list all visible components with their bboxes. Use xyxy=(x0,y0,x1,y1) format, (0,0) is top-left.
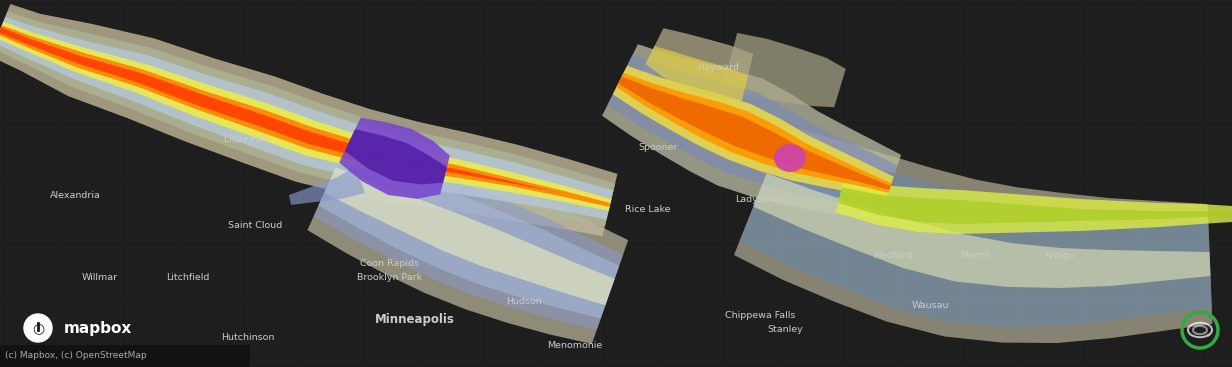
Text: New Richmond: New Richmond xyxy=(494,265,565,275)
Text: Merrill: Merrill xyxy=(960,251,989,259)
Text: Rice Lake: Rice Lake xyxy=(626,206,670,214)
Polygon shape xyxy=(0,25,611,207)
Polygon shape xyxy=(288,167,365,205)
Circle shape xyxy=(23,314,52,342)
Polygon shape xyxy=(753,173,1211,288)
Text: Minneapolis: Minneapolis xyxy=(375,313,455,327)
Text: Menomonie: Menomonie xyxy=(547,341,602,349)
Text: Litchfield: Litchfield xyxy=(166,273,209,283)
Text: Antigo: Antigo xyxy=(1045,251,1076,259)
Text: Coon Rapids: Coon Rapids xyxy=(361,258,420,268)
Polygon shape xyxy=(0,11,615,226)
Polygon shape xyxy=(607,55,898,211)
Polygon shape xyxy=(618,76,891,190)
Text: Chippewa Falls: Chippewa Falls xyxy=(724,310,795,320)
Polygon shape xyxy=(835,178,1232,234)
Polygon shape xyxy=(602,44,901,221)
Polygon shape xyxy=(734,125,1212,343)
Text: Wausau: Wausau xyxy=(912,301,949,309)
Text: Brooklyn Park: Brooklyn Park xyxy=(357,273,423,283)
Polygon shape xyxy=(739,139,1212,327)
Polygon shape xyxy=(0,4,617,236)
Polygon shape xyxy=(345,129,447,184)
Polygon shape xyxy=(723,33,845,107)
Polygon shape xyxy=(319,155,620,319)
Polygon shape xyxy=(616,73,892,193)
Text: Willmar: Willmar xyxy=(83,273,118,283)
Text: (c) Mapbox, (c) OpenStreetMap: (c) Mapbox, (c) OpenStreetMap xyxy=(5,352,147,360)
Text: Stanley: Stanley xyxy=(768,326,803,334)
Polygon shape xyxy=(324,167,615,305)
Polygon shape xyxy=(0,17,614,219)
Polygon shape xyxy=(314,143,623,330)
Text: mapbox: mapbox xyxy=(64,320,132,335)
Text: Hutchinson: Hutchinson xyxy=(222,334,275,342)
Text: Spooner: Spooner xyxy=(638,143,678,153)
Polygon shape xyxy=(646,46,748,101)
Polygon shape xyxy=(0,27,610,205)
Polygon shape xyxy=(339,117,450,199)
Polygon shape xyxy=(308,130,628,344)
Bar xyxy=(0,345,250,367)
Polygon shape xyxy=(0,22,611,211)
Polygon shape xyxy=(838,187,1232,224)
Polygon shape xyxy=(637,28,753,122)
Text: Saint Cloud: Saint Cloud xyxy=(228,221,282,229)
Ellipse shape xyxy=(774,144,806,172)
Text: Ladysmith: Ladysmith xyxy=(736,196,785,204)
Polygon shape xyxy=(612,66,893,199)
Text: ○: ○ xyxy=(32,321,44,335)
Text: Hudson: Hudson xyxy=(506,298,542,306)
Text: Hayward: Hayward xyxy=(697,63,739,73)
Text: Medford: Medford xyxy=(873,251,913,259)
Text: Alexandria: Alexandria xyxy=(49,190,101,200)
Text: Little Falls: Little Falls xyxy=(224,135,272,145)
